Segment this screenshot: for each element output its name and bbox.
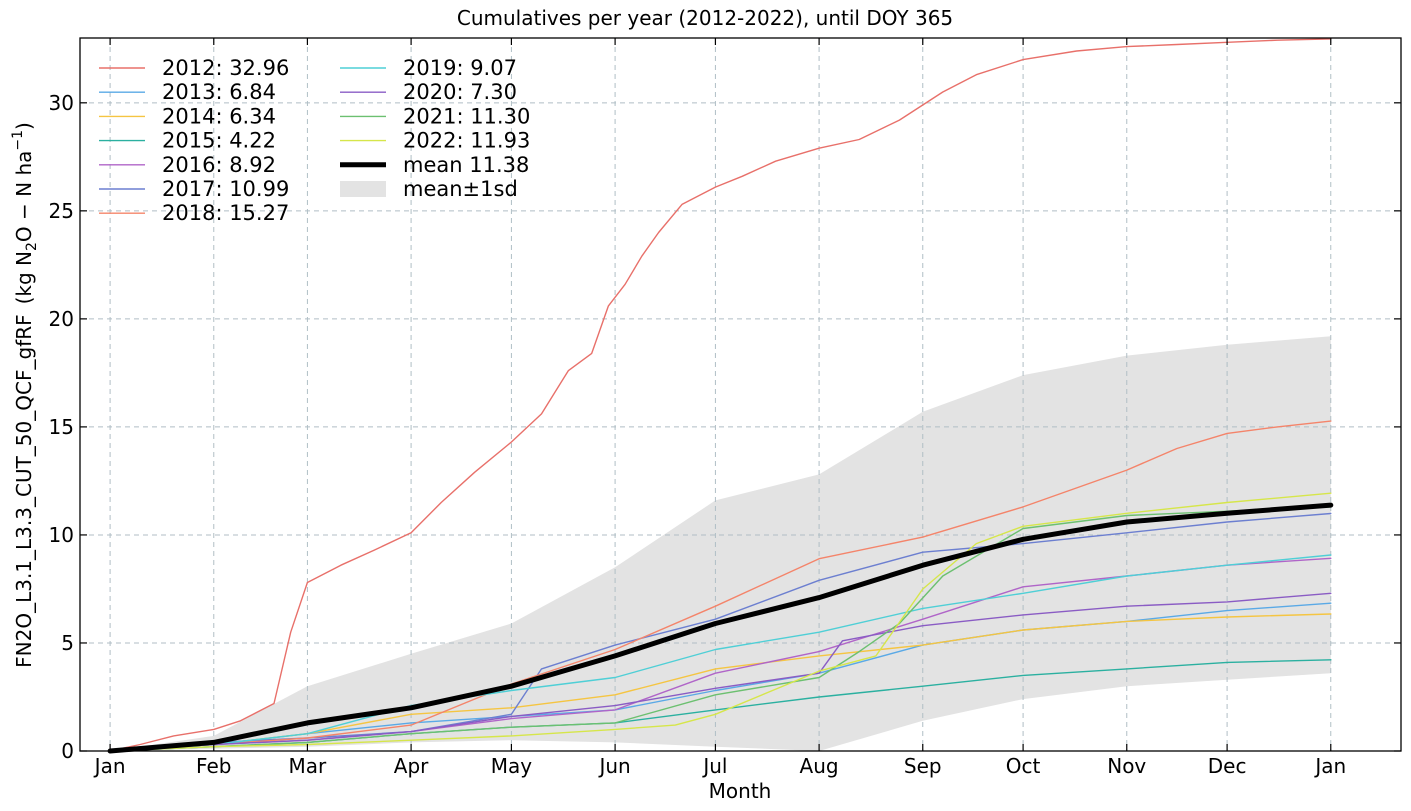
x-axis-label: Month — [709, 779, 772, 803]
y-axis-label-unit-sub: 2 — [24, 242, 40, 251]
legend-label: 2020: 7.30 — [403, 80, 517, 104]
y-tick-label: 30 — [49, 91, 74, 115]
y-axis-label-unit-prefix: (kg N — [12, 251, 36, 304]
x-tick-label: Apr — [394, 754, 429, 778]
plot-area: Jan Feb Mar Apr May Jun Jul Aug Sep Oct Nov Dec Jan 0… — [49, 37, 1402, 778]
y-tick-label: 0 — [61, 739, 74, 763]
x-tick-label: Dec — [1208, 754, 1247, 778]
legend-label: 2022: 11.93 — [403, 129, 530, 153]
y-tick-label: 5 — [61, 631, 74, 655]
series-line-mean — [107, 502, 1334, 754]
x-tick-label: Jun — [597, 754, 630, 778]
x-tick-label: Aug — [800, 754, 839, 778]
series-line-2018 — [109, 420, 1332, 752]
legend-swatch-band — [340, 181, 386, 197]
sd-band — [110, 336, 1331, 751]
series-line-2019 — [109, 554, 1332, 752]
plot-frame — [79, 37, 1402, 752]
series-line-2022 — [109, 492, 1332, 752]
legend-label: mean 11.38 — [403, 153, 529, 177]
y-axis-label-main: FN2O_L3.1_L3.3_CUT_50_QCF_gfRF — [12, 314, 36, 667]
x-tick-label: Sep — [904, 754, 942, 778]
x-tick-label: Mar — [289, 754, 328, 778]
y-axis-label-unit-mid: O − N ha — [12, 151, 36, 242]
legend-label: 2017: 10.99 — [162, 177, 289, 201]
y-tick-label: 20 — [49, 307, 74, 331]
legend-label: mean±1sd — [403, 177, 518, 201]
y-axis-label: FN2O_L3.1_L3.3_CUT_50_QCF_gfRF (kg N2O − … — [10, 122, 40, 668]
y-tick-label: 15 — [49, 415, 74, 439]
legend-label: 2019: 9.07 — [403, 56, 517, 80]
legend-label: 2013: 6.84 — [162, 80, 276, 104]
series-line-2020 — [109, 592, 1332, 752]
y-axis-label-unit-suffix: ) — [12, 122, 36, 130]
legend-label: 2012: 32.96 — [162, 56, 289, 80]
x-tick-label: Nov — [1107, 754, 1146, 778]
legend-label: 2018: 15.27 — [162, 201, 289, 225]
chart-title: Cumulatives per year (2012-2022), until … — [457, 6, 953, 30]
y-tick-label: 10 — [49, 523, 74, 547]
y-axis-label-unit-sup: −1 — [10, 130, 26, 151]
series-line-2012 — [109, 38, 1332, 752]
x-tick-label: Jan — [93, 754, 126, 778]
x-tick-label: Jan — [1313, 754, 1346, 778]
legend-label: 2021: 11.30 — [403, 104, 530, 128]
x-tick-label: Feb — [196, 754, 231, 778]
x-tick-label: Oct — [1006, 754, 1041, 778]
series-line-2021 — [109, 506, 1332, 752]
legend-label: 2016: 8.92 — [162, 153, 276, 177]
series-line-2017 — [109, 512, 1332, 752]
x-tick-label: May — [491, 754, 533, 778]
x-tick-label: Jul — [701, 754, 727, 778]
y-tick-label: 25 — [49, 199, 74, 223]
legend-label: 2014: 6.34 — [162, 104, 276, 128]
legend-label: 2015: 4.22 — [162, 129, 276, 153]
